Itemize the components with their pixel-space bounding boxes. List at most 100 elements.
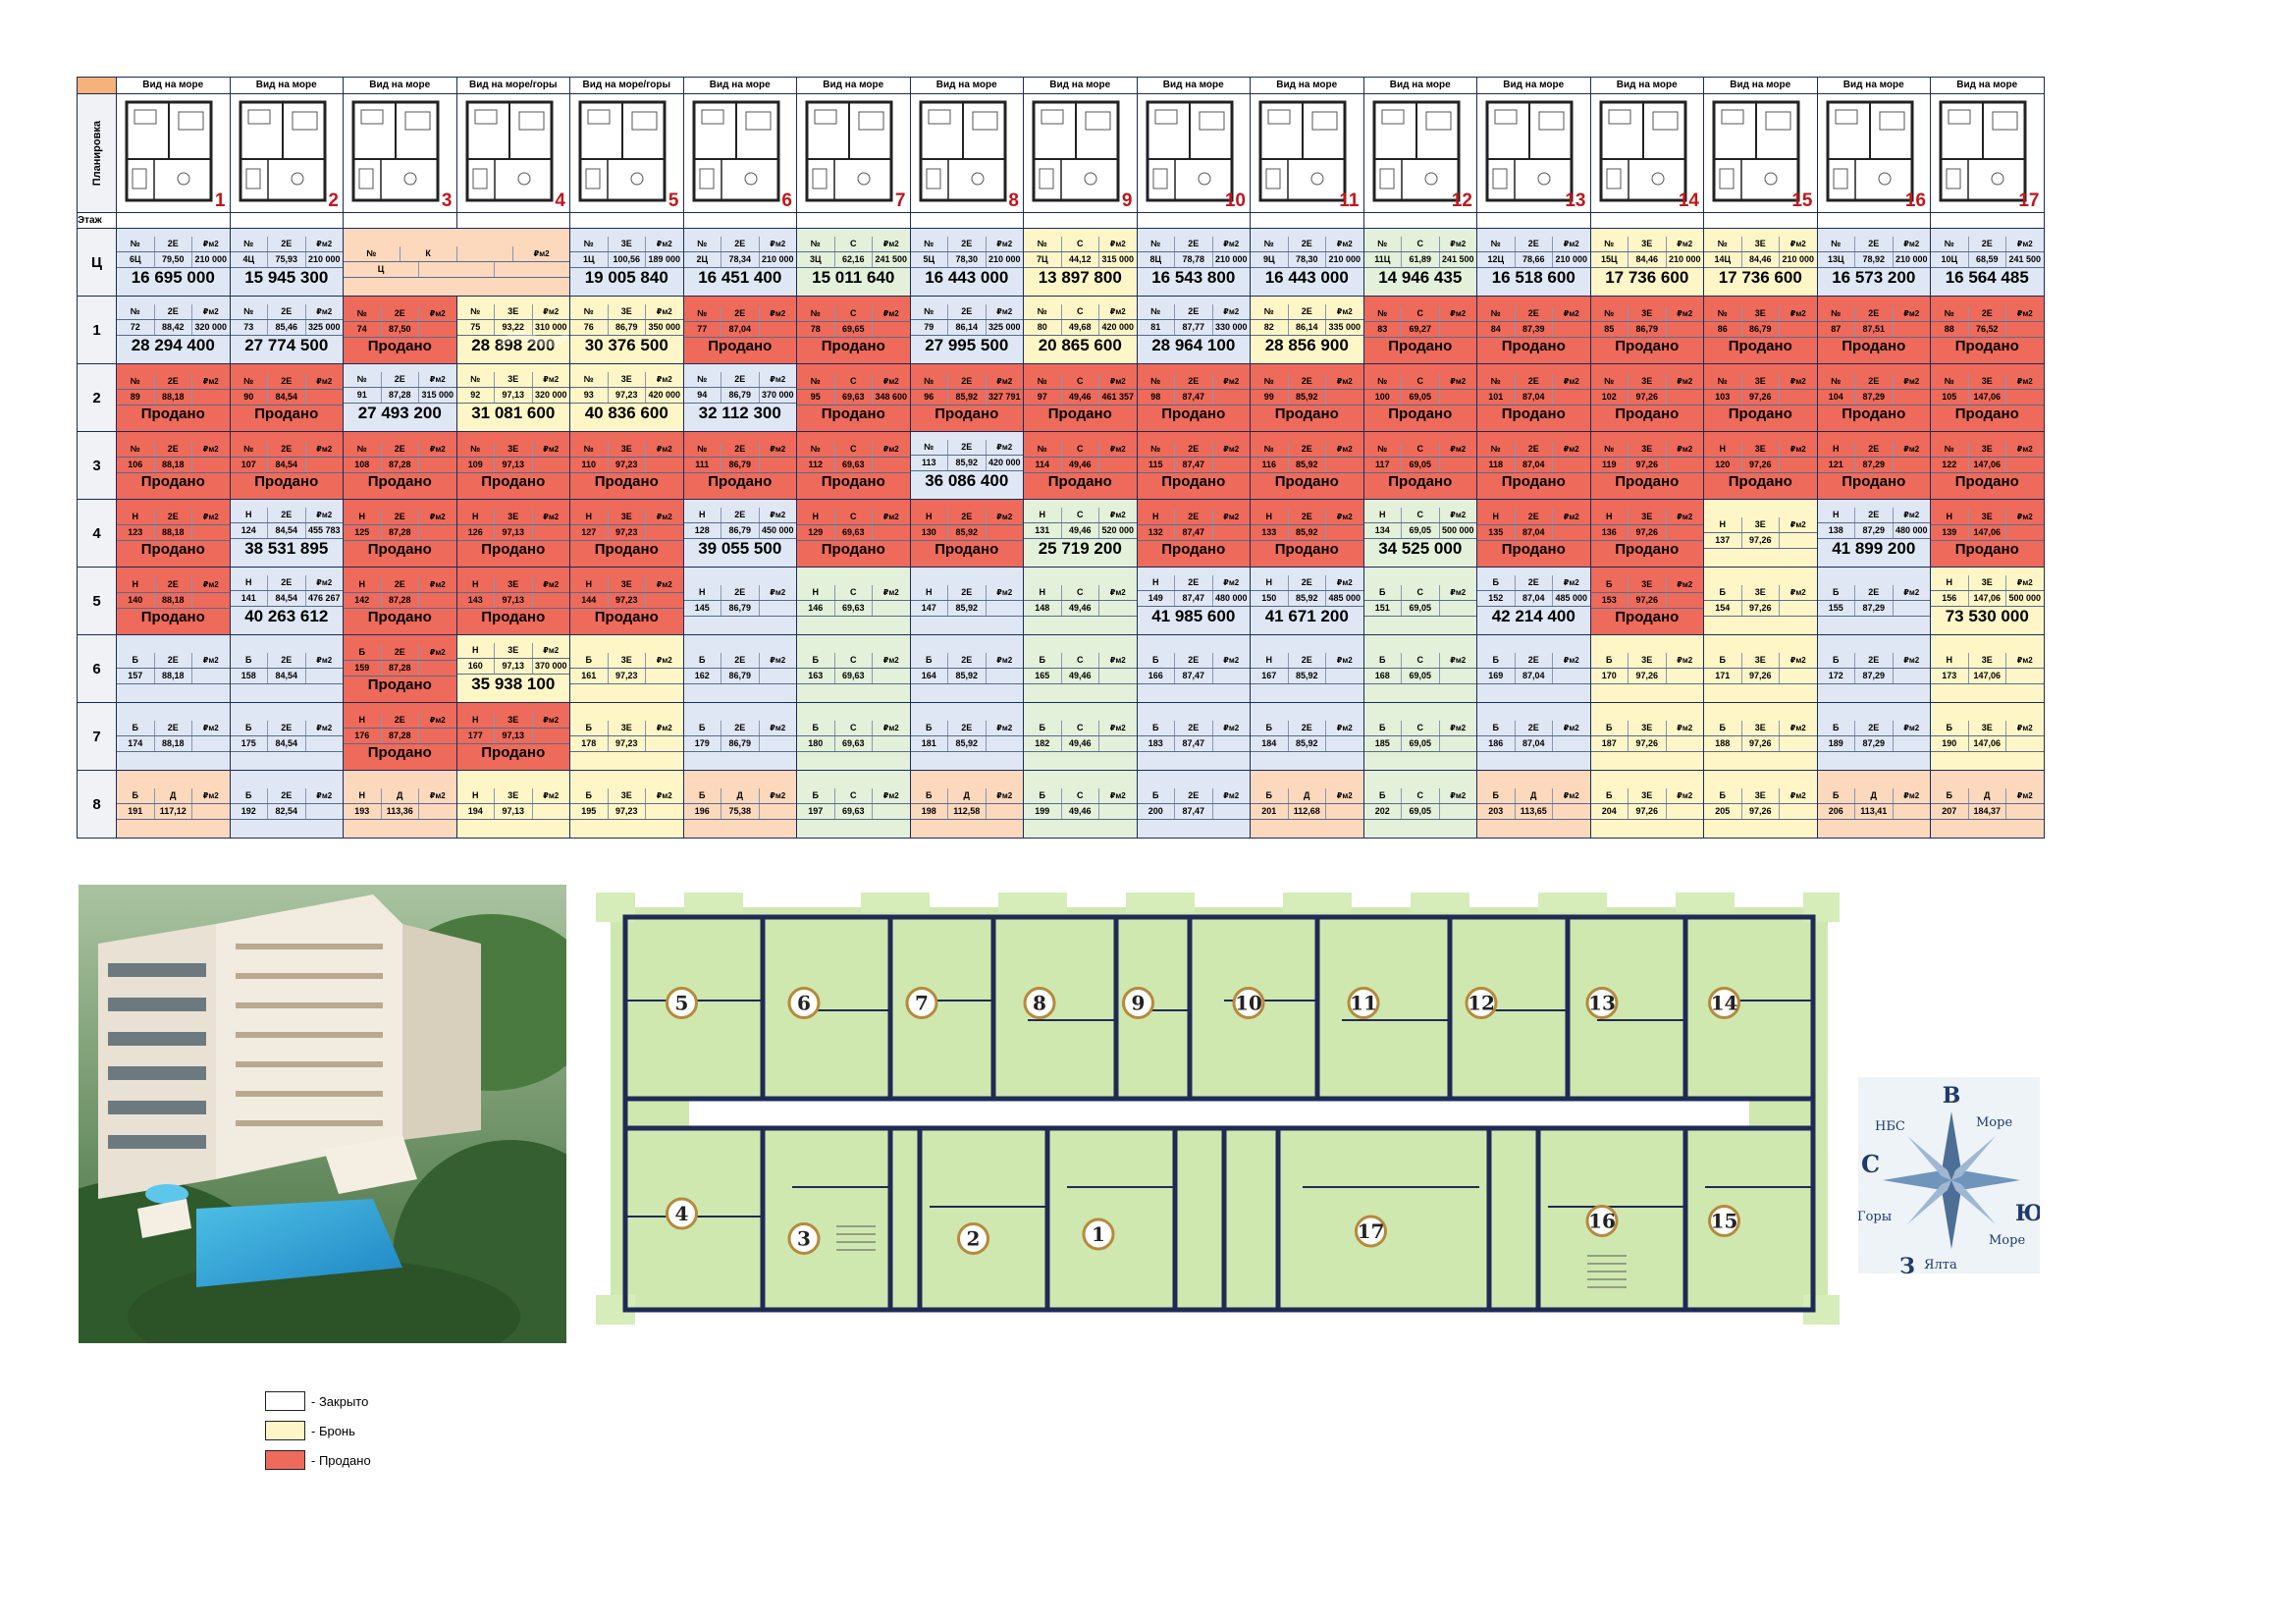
apartment-cell[interactable]: Б 2Е ₽м2 184 85,92 <box>1250 702 1364 771</box>
plan-cell[interactable]: 11 <box>1250 93 1364 213</box>
apartment-cell[interactable]: № С ₽м2 7Ц 44,12 315 000 13 897 800 <box>1023 228 1138 297</box>
apartment-cell[interactable]: № 3Е ₽м2 92 97,13 320 000 31 081 600 <box>455 363 570 432</box>
apartment-cell[interactable]: № 3Е ₽м2 1Ц 100,56 189 000 19 005 840 <box>569 228 684 297</box>
plan-cell[interactable]: 15 <box>1703 93 1818 213</box>
apartment-cell[interactable]: Б С ₽м2 163 69,63 <box>796 634 911 703</box>
plan-cell[interactable]: 5 <box>569 93 684 213</box>
apartment-cell[interactable]: Н 3Е ₽м2 127 97,23 Продано <box>569 499 684 568</box>
apartment-marker[interactable] <box>1708 987 1740 1019</box>
apartment-cell[interactable]: Б 2Е ₽м2 186 87,04 <box>1476 702 1591 771</box>
apartment-cell[interactable]: № 3Е ₽м2 119 97,26 Продано <box>1589 431 1704 500</box>
apartment-cell[interactable]: № 3Е ₽м2 105 147,06 Продано <box>1930 363 2045 432</box>
apartment-cell[interactable]: № 2Е ₽м2 90 84,54 Продано <box>229 363 344 432</box>
apartment-cell[interactable]: Н 2Е ₽м2 133 85,92 Продано <box>1250 499 1364 568</box>
apartment-marker[interactable] <box>1347 987 1380 1019</box>
apartment-cell[interactable]: № 2Е ₽м2 72 88,42 320 000 28 294 400 <box>116 296 231 364</box>
apartment-cell[interactable]: № С ₽м2 11Ц 61,89 241 500 14 946 435 <box>1362 228 1477 297</box>
apartment-cell[interactable]: Б 2Е ₽м2 169 87,04 <box>1476 634 1591 703</box>
apartment-cell[interactable]: Н 3Е ₽м2 143 97,13 Продано <box>455 567 570 635</box>
apartment-cell[interactable]: № С ₽м2 100 69,05 Продано <box>1362 363 1477 432</box>
apartment-marker[interactable] <box>1585 1205 1619 1237</box>
plan-cell[interactable]: 6 <box>682 93 797 213</box>
apartment-cell[interactable]: № С ₽м2 112 69,63 Продано <box>796 431 911 500</box>
apartment-cell[interactable]: № 3Е ₽м2 86 86,79 Продано <box>1703 296 1818 364</box>
apartment-cell[interactable]: Б 2Е ₽м2 159 87,28 Продано <box>343 634 457 703</box>
apartment-cell[interactable]: № 2Е ₽м2 87 87,51 Продано <box>1816 296 1931 364</box>
apartment-cell[interactable]: Н 2Е ₽м2 140 88,18 Продано <box>116 567 231 635</box>
apartment-cell[interactable]: № 2Е ₽м2 113 85,92 420 000 36 086 400 <box>909 431 1024 500</box>
apartment-cell[interactable]: Б С ₽м2 165 49,46 <box>1023 634 1138 703</box>
plan-cell[interactable]: 7 <box>796 93 911 213</box>
apartment-cell[interactable]: Н 3Е ₽м2 194 97,13 <box>455 770 570 839</box>
apartment-cell[interactable]: Н 2Е ₽м2 142 87,28 Продано <box>343 567 457 635</box>
apartment-cell[interactable]: Н 2Е ₽м2 149 87,47 480 000 41 985 600 <box>1136 567 1251 635</box>
apartment-cell[interactable]: Б 2Е ₽м2 157 88,18 <box>116 634 231 703</box>
apartment-cell[interactable]: № 3Е ₽м2 93 97,23 420 000 40 836 600 <box>569 363 684 432</box>
apartment-cell[interactable]: Н 2Е ₽м2 145 86,79 <box>682 567 797 635</box>
apartment-cell[interactable]: № С ₽м2 78 69,65 Продано <box>796 296 911 364</box>
apartment-marker[interactable] <box>1465 987 1498 1019</box>
apartment-cell[interactable]: Б 3Е ₽м2 188 97,26 <box>1703 702 1818 771</box>
apartment-cell[interactable]: № 2Е ₽м2 84 87,39 Продано <box>1476 296 1591 364</box>
plan-cell[interactable]: 14 <box>1589 93 1704 213</box>
apartment-cell[interactable]: Б 2Е ₽м2 192 82,54 <box>229 770 344 839</box>
apartment-cell[interactable]: Б 2Е ₽м2 189 87,29 <box>1816 702 1931 771</box>
apartment-cell[interactable]: № 3Е ₽м2 14Ц 84,46 210 000 17 736 600 <box>1703 228 1818 297</box>
apartment-cell[interactable]: № 2Е ₽м2 101 87,04 Продано <box>1476 363 1591 432</box>
apartment-cell[interactable]: Н 3Е ₽м2 173 147,06 <box>1930 634 2045 703</box>
apartment-cell[interactable]: Б С ₽м2 202 69,05 <box>1362 770 1477 839</box>
apartment-cell[interactable]: Б 2Е ₽м2 200 87,47 <box>1136 770 1251 839</box>
apartment-cell[interactable]: № 2Е ₽м2 91 87,28 315 000 27 493 200 <box>343 363 457 432</box>
apartment-cell[interactable]: № К ₽м2 Ц <box>343 228 570 297</box>
apartment-cell[interactable]: № 3Е ₽м2 110 97,23 Продано <box>569 431 684 500</box>
apartment-cell[interactable]: № 2Е ₽м2 81 87,77 330 000 28 964 100 <box>1136 296 1251 364</box>
apartment-cell[interactable]: Б С ₽м2 182 49,46 <box>1023 702 1138 771</box>
apartment-cell[interactable]: № 2Е ₽м2 79 86,14 325 000 27 995 500 <box>909 296 1024 364</box>
apartment-cell[interactable]: Б Д ₽м2 203 113,65 <box>1476 770 1591 839</box>
apartment-cell[interactable]: Н 2Е ₽м2 167 85,92 <box>1250 634 1364 703</box>
apartment-cell[interactable]: Б Д ₽м2 196 75,38 <box>682 770 797 839</box>
plan-cell[interactable]: 4 <box>455 93 570 213</box>
apartment-cell[interactable]: № 2Е ₽м2 4Ц 75,93 210 000 15 945 300 <box>229 228 344 297</box>
apartment-cell[interactable]: Н С ₽м2 129 69,63 Продано <box>796 499 911 568</box>
plan-cell[interactable]: 8 <box>909 93 1024 213</box>
apartment-cell[interactable]: № 2Е ₽м2 5Ц 78,30 210 000 16 443 000 <box>909 228 1024 297</box>
apartment-cell[interactable]: № 3Е ₽м2 15Ц 84,46 210 000 17 736 600 <box>1589 228 1704 297</box>
apartment-cell[interactable]: № 2Е ₽м2 106 88,18 Продано <box>116 431 231 500</box>
apartment-cell[interactable]: Б 3Е ₽м2 178 97,23 <box>569 702 684 771</box>
apartment-cell[interactable]: № 2Е ₽м2 108 87,28 Продано <box>343 431 457 500</box>
apartment-cell[interactable]: Н Д ₽м2 193 113,36 <box>343 770 457 839</box>
apartment-cell[interactable]: № С ₽м2 114 49,46 Продано <box>1023 431 1138 500</box>
apartment-cell[interactable]: Б С ₽м2 168 69,05 <box>1362 634 1477 703</box>
apartment-marker[interactable] <box>1023 987 1056 1019</box>
apartment-cell[interactable]: Н 2Е ₽м2 130 85,92 Продано <box>909 499 1024 568</box>
apartment-cell[interactable]: № 3Е ₽м2 102 97,26 Продано <box>1589 363 1704 432</box>
apartment-marker[interactable] <box>1708 1205 1740 1237</box>
apartment-marker[interactable] <box>1355 1215 1387 1248</box>
apartment-cell[interactable]: Б 2Е ₽м2 158 84,54 <box>229 634 344 703</box>
apartment-cell[interactable]: Б 2Е ₽м2 175 84,54 <box>229 702 344 771</box>
apartment-cell[interactable]: Н 2Е ₽м2 123 88,18 Продано <box>116 499 231 568</box>
apartment-cell[interactable]: № 3Е ₽м2 75 93,22 310 000 28 898 200 <box>455 296 570 364</box>
apartment-cell[interactable]: Б 2Е ₽м2 162 86,79 <box>682 634 797 703</box>
apartment-marker[interactable] <box>1122 987 1154 1019</box>
plan-cell[interactable]: 17 <box>1930 93 2045 213</box>
apartment-cell[interactable]: Б 3Е ₽м2 187 97,26 <box>1589 702 1704 771</box>
apartment-cell[interactable]: Б 2Е ₽м2 164 85,92 <box>909 634 1024 703</box>
apartment-cell[interactable]: Б Д ₽м2 198 112,58 <box>909 770 1024 839</box>
apartment-marker[interactable] <box>787 1222 821 1255</box>
apartment-cell[interactable]: Б 3Е ₽м2 171 97,26 <box>1703 634 1818 703</box>
apartment-cell[interactable]: № 2Е ₽м2 74 87,50 Продано <box>343 296 457 364</box>
apartment-cell[interactable]: Б 2Е ₽м2 155 87,29 <box>1816 567 1931 635</box>
apartment-cell[interactable]: № 2Е ₽м2 12Ц 78,66 210 000 16 518 600 <box>1476 228 1591 297</box>
plan-cell[interactable]: 16 <box>1816 93 1931 213</box>
apartment-marker[interactable] <box>787 987 821 1019</box>
apartment-cell[interactable]: № С ₽м2 117 69,05 Продано <box>1362 431 1477 500</box>
apartment-cell[interactable]: Б С ₽м2 180 69,63 <box>796 702 911 771</box>
apartment-cell[interactable]: № 2Е ₽м2 10Ц 68,59 241 500 16 564 485 <box>1930 228 2045 297</box>
plan-cell[interactable]: 12 <box>1362 93 1477 213</box>
apartment-cell[interactable]: Б Д ₽м2 201 112,68 <box>1250 770 1364 839</box>
apartment-cell[interactable]: № 2Е ₽м2 2Ц 78,34 210 000 16 451 400 <box>682 228 797 297</box>
apartment-cell[interactable]: Б Д ₽м2 191 117,12 <box>116 770 231 839</box>
apartment-cell[interactable]: Б Д ₽м2 206 113,41 <box>1816 770 1931 839</box>
